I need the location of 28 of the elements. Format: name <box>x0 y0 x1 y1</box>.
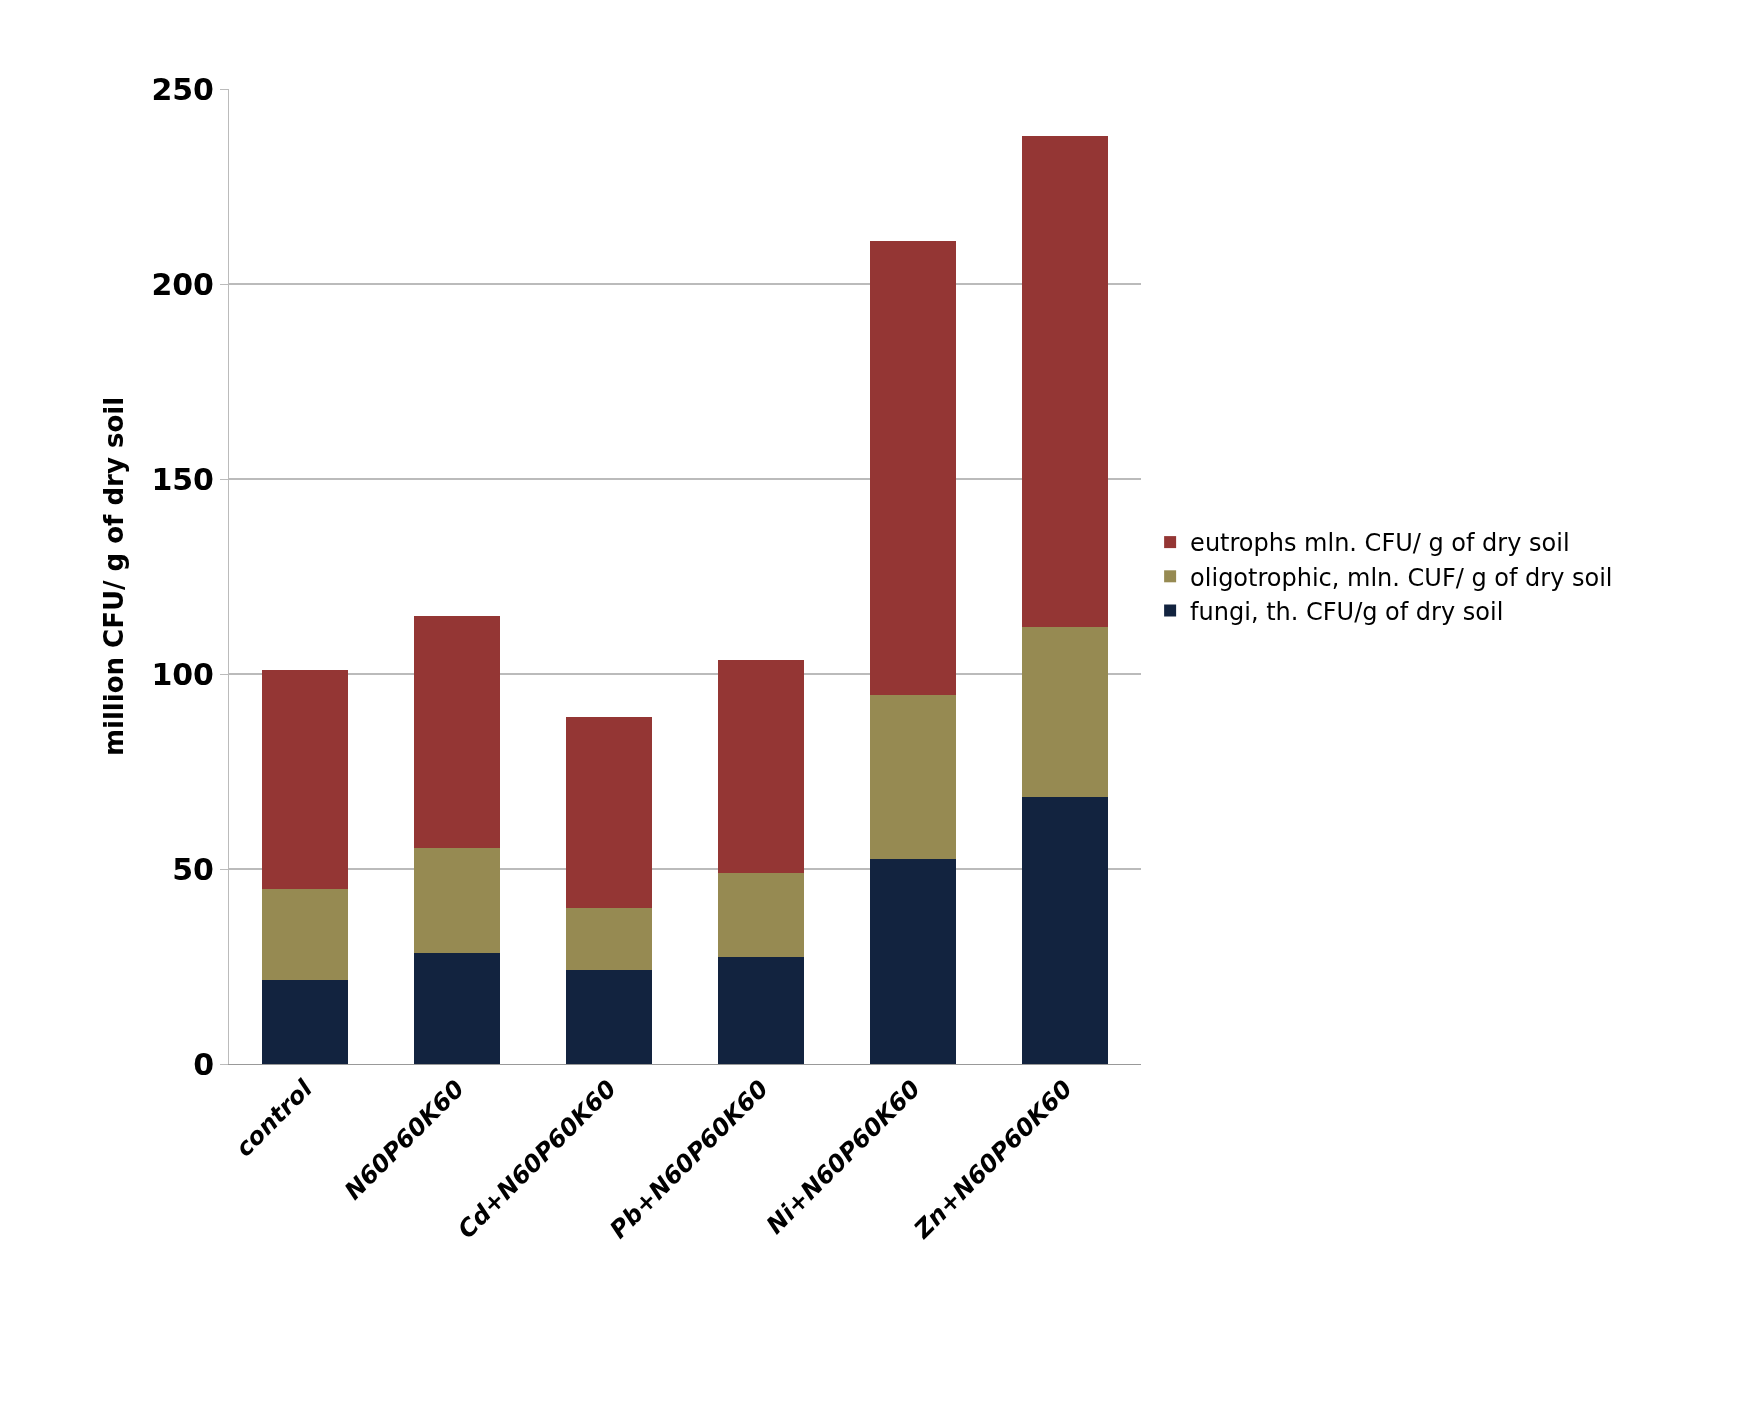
bar <box>414 847 500 953</box>
bar <box>414 615 500 848</box>
y-tick-label: 0 <box>193 1046 214 1082</box>
legend-label: oligotrophic, mln. CUF/ g of dry soil <box>1190 563 1613 592</box>
bar <box>1022 796 1108 1064</box>
y-tick-label: 250 <box>151 71 214 107</box>
bar <box>1022 627 1108 797</box>
bar <box>718 956 804 1064</box>
bar <box>262 670 348 889</box>
bar <box>414 952 500 1064</box>
y-axis-title: million CFU/ g of dry soil <box>98 396 129 757</box>
y-tick-label: 150 <box>151 461 214 497</box>
legend-label: fungi, th. CFU/g of dry soil <box>1190 597 1504 626</box>
bar <box>870 859 956 1064</box>
bar <box>870 695 956 860</box>
bar <box>1022 135 1108 628</box>
bar <box>566 716 652 908</box>
bar <box>566 908 652 971</box>
bar <box>870 241 956 696</box>
bar <box>718 660 804 873</box>
bar <box>262 980 348 1064</box>
bar <box>566 970 652 1064</box>
bar <box>262 888 348 981</box>
bar <box>718 872 804 957</box>
y-tick-label: 100 <box>151 656 214 692</box>
y-tick-label: 200 <box>151 266 214 302</box>
y-tick-label: 50 <box>172 851 214 887</box>
legend-label: eutrophs mln. CFU/ g of dry soil <box>1190 529 1570 558</box>
